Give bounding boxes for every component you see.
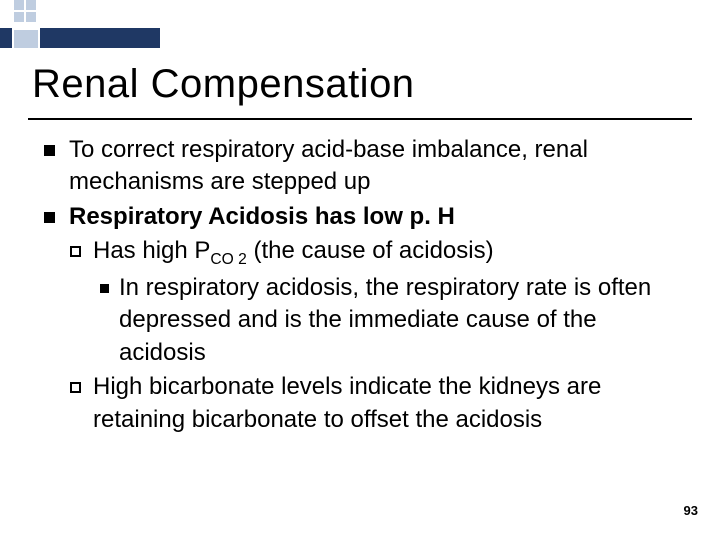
bullet-level1: Respiratory Acidosis has low p. H xyxy=(44,201,684,233)
bullet-level2: Has high PCO 2 (the cause of acidosis) xyxy=(70,235,684,270)
deco-grey-square xyxy=(14,30,38,48)
deco-grey-square xyxy=(26,0,36,10)
deco-grey-square xyxy=(14,0,24,10)
deco-navy-bar xyxy=(40,28,160,48)
deco-grey-square xyxy=(26,12,36,22)
square-bullet-icon xyxy=(100,284,109,293)
bullet-text: To correct respiratory acid-base imbalan… xyxy=(69,134,684,199)
slide-body: To correct respiratory acid-base imbalan… xyxy=(44,134,684,438)
slide-title: Renal Compensation xyxy=(32,62,415,107)
deco-navy-bar xyxy=(0,28,12,48)
bullet-level2: High bicarbonate levels indicate the kid… xyxy=(70,371,684,436)
bullet-level3: In respiratory acidosis, the respiratory… xyxy=(100,272,684,369)
bullet-text: Has high PCO 2 (the cause of acidosis) xyxy=(93,235,684,270)
deco-grey-square xyxy=(14,12,24,22)
open-square-bullet-icon xyxy=(70,246,81,257)
title-rule xyxy=(28,118,692,120)
page-number: 93 xyxy=(684,503,698,518)
open-square-bullet-icon xyxy=(70,382,81,393)
bullet-text: In respiratory acidosis, the respiratory… xyxy=(119,272,684,369)
bullet-level1: To correct respiratory acid-base imbalan… xyxy=(44,134,684,199)
bullet-text: High bicarbonate levels indicate the kid… xyxy=(93,371,684,436)
square-bullet-icon xyxy=(44,145,55,156)
bullet-text: Respiratory Acidosis has low p. H xyxy=(69,201,684,233)
subscript: CO 2 xyxy=(210,251,246,268)
text-span: (the cause of acidosis) xyxy=(247,237,494,264)
square-bullet-icon xyxy=(44,212,55,223)
text-span: Has high P xyxy=(93,237,210,264)
corner-decoration xyxy=(0,0,160,48)
